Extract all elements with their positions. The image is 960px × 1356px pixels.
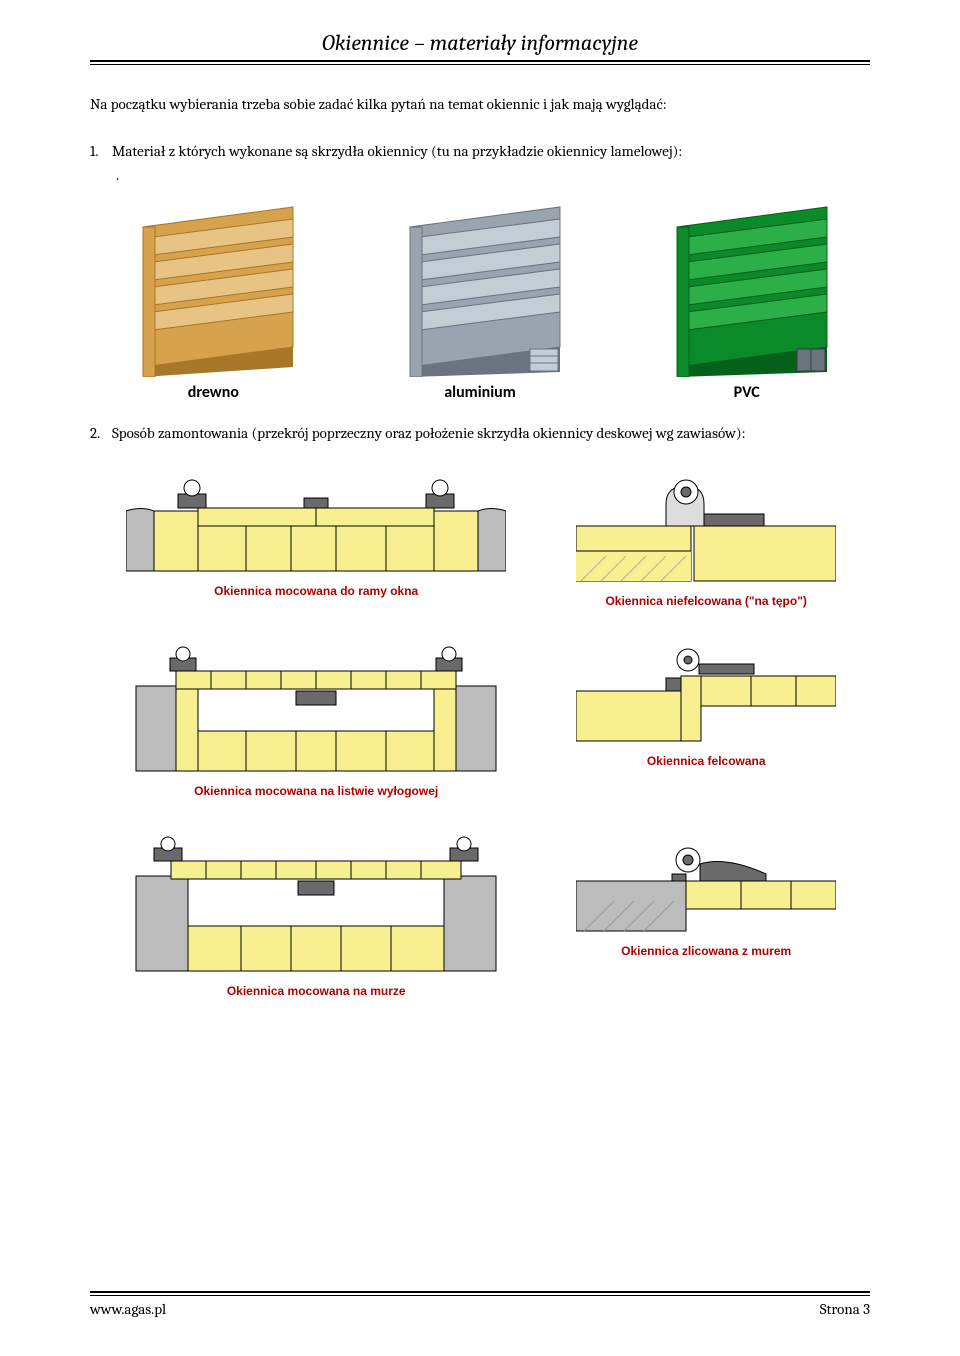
diagram-wall-mounted-svg <box>126 826 506 976</box>
diagram-wall-mounted: Okiennica mocowana na murze <box>90 826 542 998</box>
diagram-flush-with-wall: Okiennica zlicowana z murem <box>542 826 870 998</box>
diagram-non-rebated-caption: Okiennica niefelcowana ("na tępo") <box>542 594 870 608</box>
diagram-non-rebated: Okiennica niefelcowana ("na tępo") <box>542 456 870 608</box>
list-item-2-number: 2. <box>90 422 112 445</box>
diagram-frame-mounted: Okiennica mocowana do ramy okna <box>90 456 542 608</box>
diagram-batten-mounted: Okiennica mocowana na listwie wyłogowej <box>90 636 542 798</box>
list-item-2-text: Sposób zamontowania (przekrój poprzeczny… <box>112 424 746 442</box>
material-aluminium-label: aluminium <box>357 383 604 402</box>
diagram-batten-mounted-caption: Okiennica mocowana na listwie wyłogowej <box>90 784 542 798</box>
diagram-flush-with-wall-svg <box>576 826 836 936</box>
diagram-rebated-caption: Okiennica felcowana <box>542 754 870 768</box>
diagram-batten-mounted-svg <box>126 636 506 776</box>
material-aluminium: aluminium <box>357 197 604 402</box>
diagram-non-rebated-svg <box>576 456 836 586</box>
diagram-flush-with-wall-caption: Okiennica zlicowana z murem <box>542 944 870 958</box>
material-aluminium-illustration <box>390 197 570 377</box>
intro-paragraph: Na początku wybierania trzeba sobie zada… <box>90 93 870 116</box>
diagram-rebated-svg <box>576 636 836 746</box>
list-item-1-dot: . <box>116 164 870 187</box>
list-item-1-number: 1. <box>90 140 112 163</box>
material-wood-illustration <box>123 197 303 377</box>
diagram-wall-mounted-caption: Okiennica mocowana na murze <box>90 984 542 998</box>
list-item-1: 1.Materiał z których wykonane są skrzydł… <box>90 140 870 163</box>
material-wood: drewno <box>90 197 337 402</box>
material-pvc: PVC <box>623 197 870 402</box>
material-wood-label: drewno <box>90 383 337 402</box>
header-rule <box>90 60 870 65</box>
footer-page-number: Strona 3 <box>820 1300 870 1318</box>
diagram-frame-mounted-caption: Okiennica mocowana do ramy okna <box>90 584 542 598</box>
diagram-rebated: Okiennica felcowana <box>542 636 870 798</box>
page-header-title: Okiennice – materiały informacyjne <box>90 30 870 60</box>
diagram-frame-mounted-svg <box>126 456 506 576</box>
list-item-2: 2.Sposób zamontowania (przekrój poprzecz… <box>90 422 870 445</box>
material-pvc-label: PVC <box>623 383 870 402</box>
mounting-diagrams: Okiennica mocowana do ramy okna <box>90 456 870 998</box>
materials-row: drewno aluminium <box>90 197 870 402</box>
list-item-1-text: Materiał z których wykonane są skrzydła … <box>112 142 682 160</box>
footer-rule <box>90 1291 870 1296</box>
page-footer: www.agas.pl Strona 3 <box>90 1291 870 1318</box>
footer-url: www.agas.pl <box>90 1300 166 1318</box>
material-pvc-illustration <box>657 197 837 377</box>
